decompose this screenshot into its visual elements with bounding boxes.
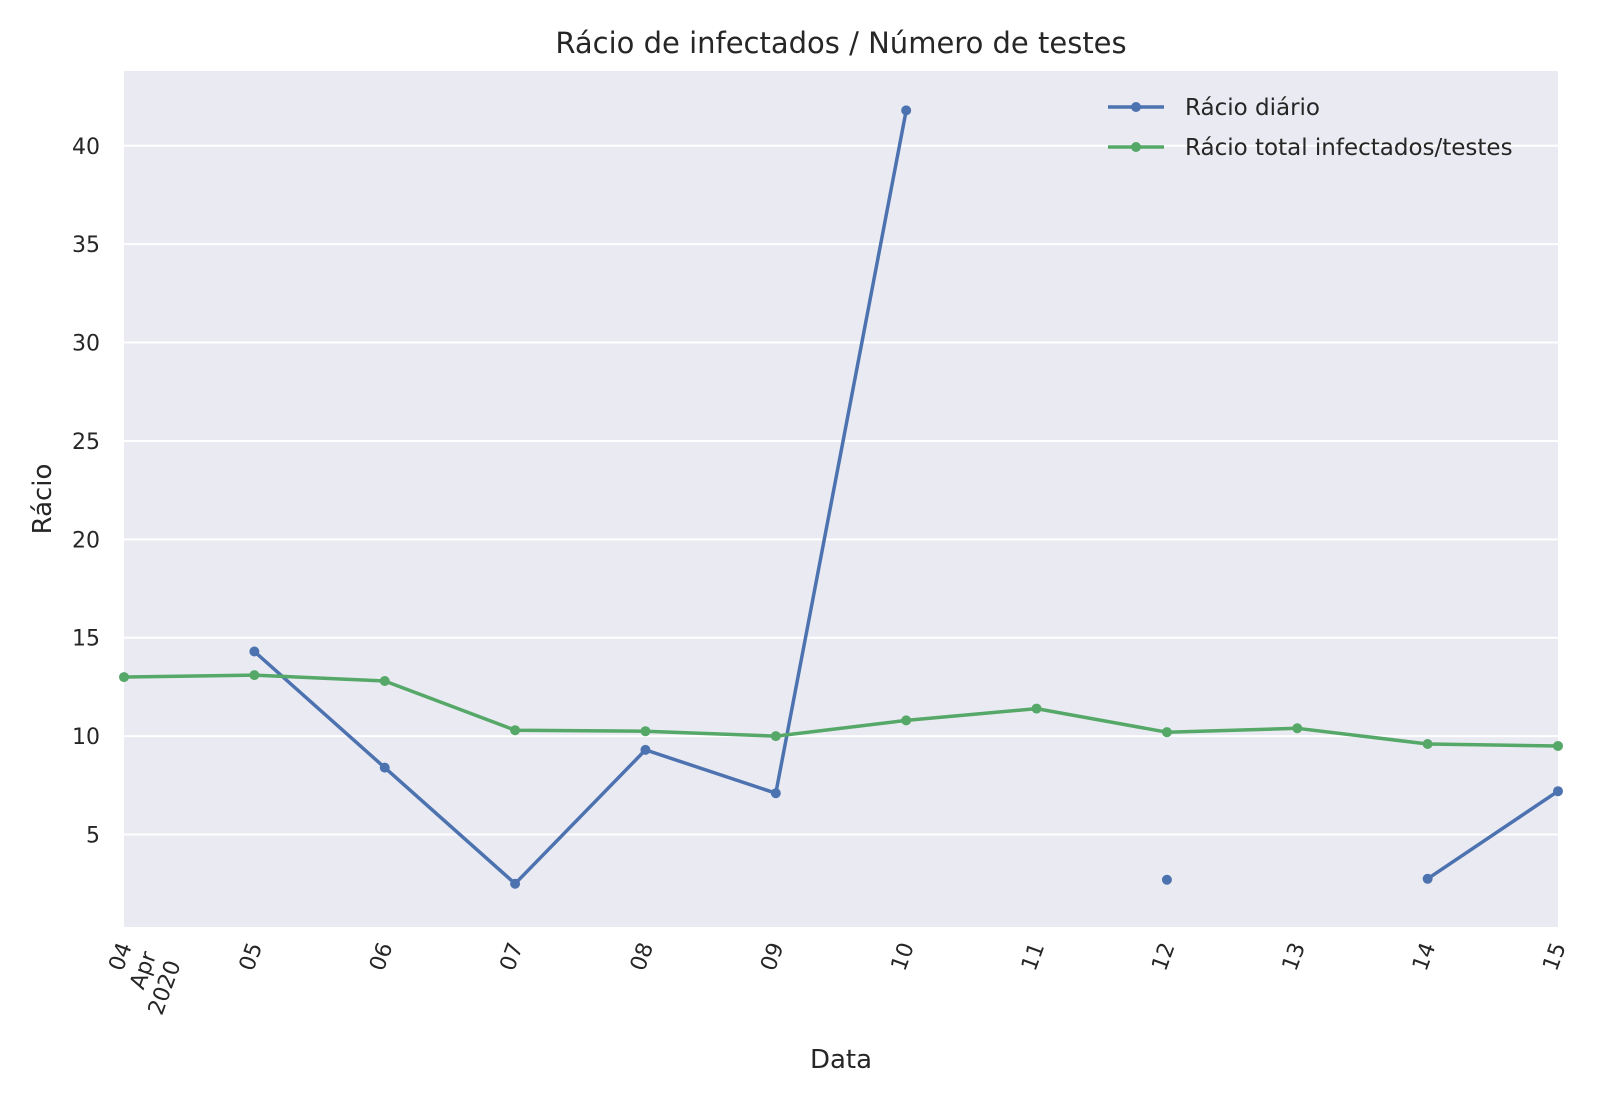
x-axis-ticks: 04Apr2020 05 06 07 08 09 10 11 12 13 14 15 (95, 939, 1572, 1019)
data-point (379, 676, 390, 687)
data-point (770, 731, 781, 742)
data-point (1161, 874, 1172, 885)
x-tick-label-line: 14 (1408, 940, 1441, 975)
legend-label: Rácio diário (1185, 95, 1320, 121)
x-tick-label-line: 11 (1017, 940, 1050, 975)
data-point (640, 744, 651, 755)
x-tick-label: 10 (887, 940, 920, 975)
y-tick-label: 10 (72, 725, 100, 750)
data-point (379, 762, 390, 773)
legend-swatch-marker (1131, 142, 1141, 152)
x-tick-label: 07 (496, 940, 529, 975)
series-line-1 (252, 108, 1560, 886)
x-tick-label: 09 (756, 940, 789, 975)
x-axis-label: Data (810, 1045, 872, 1075)
gridlines (124, 144, 1558, 836)
data-point (510, 725, 521, 736)
y-tick-label: 20 (72, 528, 100, 553)
chart-title: Rácio de infectados / Número de testes (555, 26, 1126, 60)
y-tick-label: 25 (72, 430, 100, 455)
x-tick-label-line: 13 (1278, 940, 1311, 975)
data-point (640, 726, 651, 737)
data-point (1292, 723, 1303, 734)
x-tick-label: 12 (1147, 940, 1180, 975)
x-tick-label-line: 07 (496, 940, 529, 975)
x-tick-label: 15 (1539, 940, 1572, 975)
legend-swatch-marker (1131, 102, 1141, 112)
x-tick-label: 08 (626, 940, 659, 975)
x-tick-label: 04Apr2020 (95, 939, 187, 1019)
legend: Rácio diário Rácio total infectados/teste… (1108, 95, 1513, 161)
data-point (901, 105, 912, 116)
x-tick-label-line: 08 (626, 940, 659, 975)
x-tick-label-line: 06 (365, 940, 398, 975)
y-tick-label: 30 (72, 332, 100, 357)
y-axis-label: Rácio (28, 464, 58, 535)
data-point (1422, 738, 1433, 749)
x-tick-label-line: 09 (756, 940, 789, 975)
x-tick-label: 13 (1278, 940, 1311, 975)
plot-background (124, 71, 1558, 927)
x-tick-label: 14 (1408, 940, 1441, 975)
x-tick-label: 06 (365, 940, 398, 975)
data-point (1422, 873, 1433, 884)
data-point (249, 646, 260, 657)
series-layer (119, 105, 1563, 889)
y-tick-label: 35 (72, 233, 100, 258)
x-tick-label-line: 05 (235, 940, 268, 975)
y-tick-label: 40 (72, 135, 100, 160)
y-tick-label: 15 (72, 627, 100, 652)
legend-label: Rácio total infectados/testes (1185, 135, 1513, 161)
x-tick-label-line: 10 (887, 940, 920, 975)
x-tick-label: 05 (235, 940, 268, 975)
y-axis-ticks: 5 10 15 20 25 30 35 40 (72, 135, 100, 849)
x-tick-label-line: 12 (1147, 940, 1180, 975)
data-point (1553, 786, 1563, 797)
data-point (1161, 727, 1172, 738)
data-point (119, 672, 129, 683)
data-point (1031, 703, 1042, 714)
x-tick-label-line: 15 (1539, 940, 1572, 975)
data-point (1553, 740, 1563, 751)
data-point (770, 788, 781, 799)
x-tick-label: 11 (1017, 940, 1050, 975)
y-tick-label: 5 (86, 824, 100, 849)
series-line-2 (122, 673, 1560, 748)
data-point (510, 878, 521, 889)
data-point (249, 670, 260, 681)
data-point (901, 715, 912, 726)
